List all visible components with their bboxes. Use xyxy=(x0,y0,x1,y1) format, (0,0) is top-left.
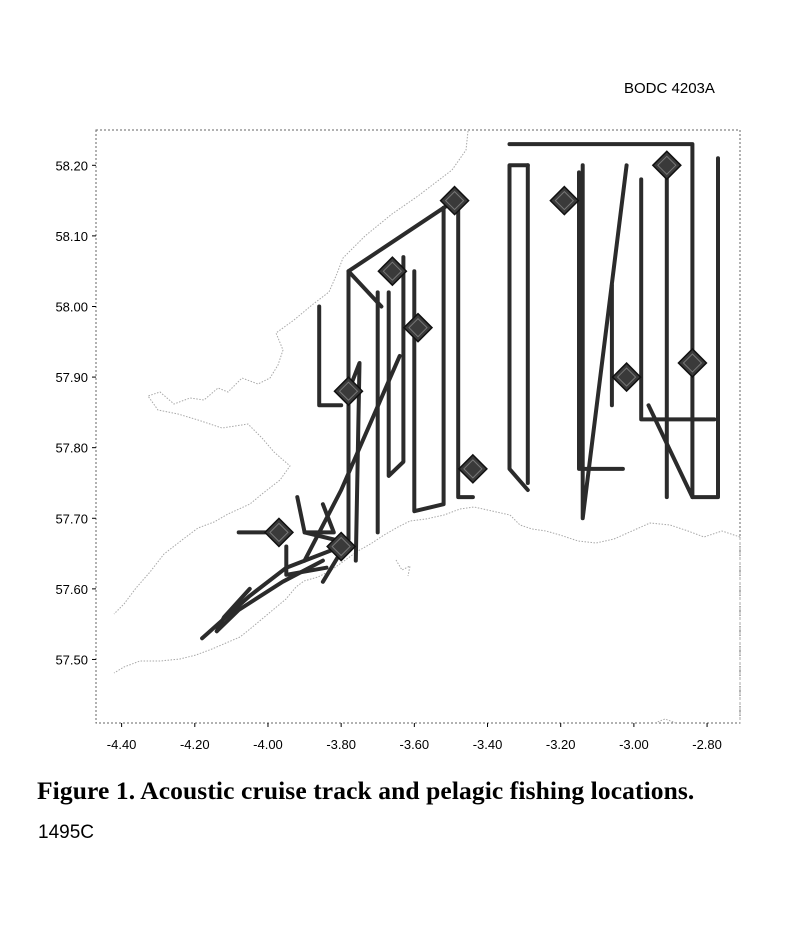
fishing-station-marker xyxy=(263,517,295,548)
fishing-station-marker xyxy=(651,150,682,181)
track-segment xyxy=(690,156,720,500)
x-tick-label: -2.80 xyxy=(692,737,722,752)
y-tick-label: 58.00 xyxy=(55,299,88,314)
track-segment xyxy=(412,205,446,514)
track-segment xyxy=(639,177,717,422)
y-tick-label: 57.90 xyxy=(55,370,88,385)
fishing-station-marker xyxy=(402,312,434,343)
coastline-segment xyxy=(654,718,677,724)
track-segment xyxy=(507,163,530,492)
track-segment xyxy=(302,502,336,535)
x-tick-label: -3.60 xyxy=(400,737,430,752)
fishing-station-marker xyxy=(677,347,708,379)
fishing-stations xyxy=(263,150,708,562)
coastline xyxy=(113,130,741,724)
fishing-station-marker xyxy=(326,531,357,562)
map-frame xyxy=(95,129,741,724)
track-segment xyxy=(317,304,344,408)
y-tick-label: 57.70 xyxy=(55,511,88,526)
figure-caption: Figure 1. Acoustic cruise track and pela… xyxy=(37,776,695,805)
fishing-station-marker xyxy=(439,185,470,216)
x-tick-label: -3.40 xyxy=(473,737,503,752)
x-tick-label: -4.20 xyxy=(180,737,210,752)
y-tick-label: 57.60 xyxy=(55,582,88,597)
y-tick-label: 58.20 xyxy=(55,158,88,173)
fishing-station-marker xyxy=(549,185,580,216)
fishing-station-marker xyxy=(611,362,642,393)
y-tick-label: 57.50 xyxy=(55,652,88,667)
y-axis-ticks: 58.20 58.10 58.00 57.90 57.80 57.70 57.60 57.50 xyxy=(55,158,96,667)
track-segment xyxy=(284,544,329,577)
coastline-segment xyxy=(113,506,741,674)
track-segment xyxy=(214,586,252,634)
cruise-track xyxy=(200,142,720,641)
x-tick-label: -3.20 xyxy=(546,737,576,752)
reference-code: 1495C xyxy=(38,822,94,843)
plot-frame xyxy=(95,129,741,724)
x-tick-label: -3.00 xyxy=(619,737,649,752)
track-segment xyxy=(580,163,629,521)
x-tick-label: -4.00 xyxy=(253,737,283,752)
track-segment xyxy=(456,198,475,500)
fishing-station-marker xyxy=(377,256,408,287)
coastline-segment xyxy=(395,559,411,577)
y-tick-label: 58.10 xyxy=(55,229,88,244)
x-axis-ticks: -4.40 -4.20 -4.00 -3.80 -3.60 -3.40 -3.20 -3.00… xyxy=(107,723,722,752)
fishing-station-marker xyxy=(457,453,488,484)
x-tick-label: -3.80 xyxy=(326,737,356,752)
coastline-segment xyxy=(113,130,469,615)
fishing-station-marker xyxy=(333,376,364,407)
track-segment xyxy=(507,142,695,500)
track-segment xyxy=(295,495,336,542)
y-tick-label: 57.80 xyxy=(55,441,88,456)
x-tick-label: -4.40 xyxy=(107,737,137,752)
track-segment xyxy=(577,170,625,471)
dataset-code: BODC 4203A xyxy=(624,80,715,97)
